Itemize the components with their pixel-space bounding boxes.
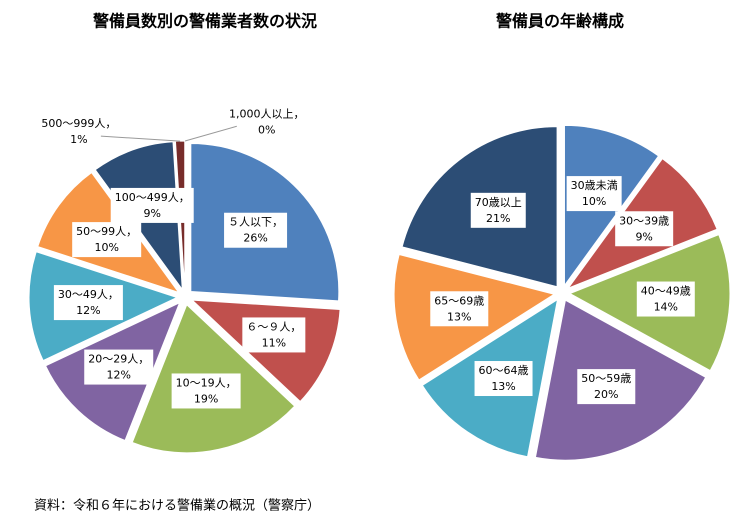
category-name: 60～64歳: [479, 364, 529, 377]
data-label: 40～49歳 14%: [636, 281, 695, 317]
category-label: 30～49人，: [58, 288, 119, 301]
category-name: 1,000人以上: [229, 107, 294, 120]
category-name: 500～999人: [41, 117, 105, 130]
separator: ，: [226, 376, 237, 389]
value-label: 26%: [243, 232, 267, 245]
category-name: 50～99人: [76, 225, 126, 238]
label-box: [242, 317, 306, 353]
value-label: 10%: [582, 195, 606, 208]
data-label: ６～９人， 11%: [242, 317, 306, 353]
category-label: 500～999人，: [41, 117, 116, 130]
category-name: 65～69歳: [434, 294, 484, 307]
value-label: 9%: [143, 207, 160, 220]
value-label: 13%: [491, 380, 515, 393]
label-box: [84, 349, 154, 385]
data-label: 20～29人， 12%: [84, 349, 154, 385]
data-label: 30歳未満 10%: [566, 176, 622, 212]
data-label: 50～99人， 10%: [72, 222, 142, 258]
chart-title: 警備員の年齢構成: [495, 12, 624, 31]
category-label: 1,000人以上，: [229, 107, 305, 120]
value-label: 20%: [594, 388, 618, 401]
category-label: 30～39歳: [619, 214, 669, 227]
category-name: ５人以下: [228, 216, 272, 229]
label-box: [110, 187, 194, 223]
separator: ，: [272, 216, 283, 229]
separator: ，: [138, 353, 149, 366]
label-box: [577, 369, 636, 405]
value-label: 13%: [447, 310, 471, 323]
data-label: 10～19人， 19%: [171, 373, 241, 409]
leader-line: [100, 135, 181, 142]
category-name: 40～49歳: [641, 285, 691, 298]
chart-title: 警備員数別の警備業者数の状況: [92, 12, 317, 31]
data-label: 50～59歳 20%: [577, 369, 636, 405]
category-label: 40～49歳: [641, 285, 691, 298]
category-name: ６～９人: [246, 320, 290, 333]
value-label: 19%: [194, 392, 218, 405]
label-box: [566, 176, 622, 212]
label-box: [474, 361, 533, 397]
category-name: 30歳未満: [571, 179, 618, 192]
category-label: 60～64歳: [479, 364, 529, 377]
category-label: 100～499人，: [115, 191, 190, 204]
category-label: 10～19人，: [176, 376, 237, 389]
label-box: [72, 222, 142, 258]
label-box: [53, 285, 123, 321]
label-box: [171, 373, 241, 409]
data-label: 500～999人， 1%: [41, 117, 116, 146]
data-label: 30～49人， 12%: [53, 285, 123, 321]
label-box: [430, 291, 489, 327]
data-label: 100～499人， 9%: [110, 187, 194, 223]
category-name: 20～29人: [88, 353, 138, 366]
value-label: 14%: [654, 301, 678, 314]
category-label: ６～９人，: [246, 320, 301, 333]
category-label: 50～59歳: [581, 372, 631, 385]
separator: ，: [294, 107, 305, 120]
label-box: [615, 211, 674, 247]
data-label: 65～69歳 13%: [430, 291, 489, 327]
category-label: 30歳未満: [571, 179, 618, 192]
source-note: 資料：令和６年における警備業の概況（警察庁）: [34, 498, 320, 514]
data-label: ５人以下， 26%: [224, 212, 288, 248]
value-label: 9%: [635, 230, 652, 243]
separator: ，: [105, 117, 116, 130]
label-box: [224, 212, 288, 248]
category-name: 100～499人: [115, 191, 179, 204]
category-label: 50～99人，: [76, 225, 137, 238]
category-label: 20～29人，: [88, 353, 149, 366]
separator: ，: [290, 320, 301, 333]
category-name: 30～39歳: [619, 214, 669, 227]
value-label: 11%: [262, 336, 286, 349]
category-label: ５人以下，: [228, 216, 283, 229]
value-label: 0%: [258, 123, 275, 136]
category-label: 70歳以上: [475, 196, 522, 209]
separator: ，: [179, 191, 190, 204]
data-label: 60～64歳 13%: [474, 361, 533, 397]
category-label: 65～69歳: [434, 294, 484, 307]
value-label: 21%: [486, 212, 510, 225]
label-box: [636, 281, 695, 317]
separator: ，: [126, 225, 137, 238]
separator: ，: [108, 288, 119, 301]
value-label: 12%: [76, 304, 100, 317]
label-box: [470, 192, 526, 228]
category-name: 10～19人: [176, 376, 226, 389]
data-label: 70歳以上 21%: [470, 192, 526, 228]
value-label: 1%: [70, 133, 87, 146]
data-label: 30～39歳 9%: [615, 211, 674, 247]
category-name: 30～49人: [58, 288, 108, 301]
leader-line: [184, 125, 237, 142]
category-name: 50～59歳: [581, 372, 631, 385]
data-label: 1,000人以上， 0%: [229, 107, 305, 136]
category-name: 70歳以上: [475, 196, 522, 209]
value-label: 10%: [94, 241, 118, 254]
value-label: 12%: [107, 369, 131, 382]
